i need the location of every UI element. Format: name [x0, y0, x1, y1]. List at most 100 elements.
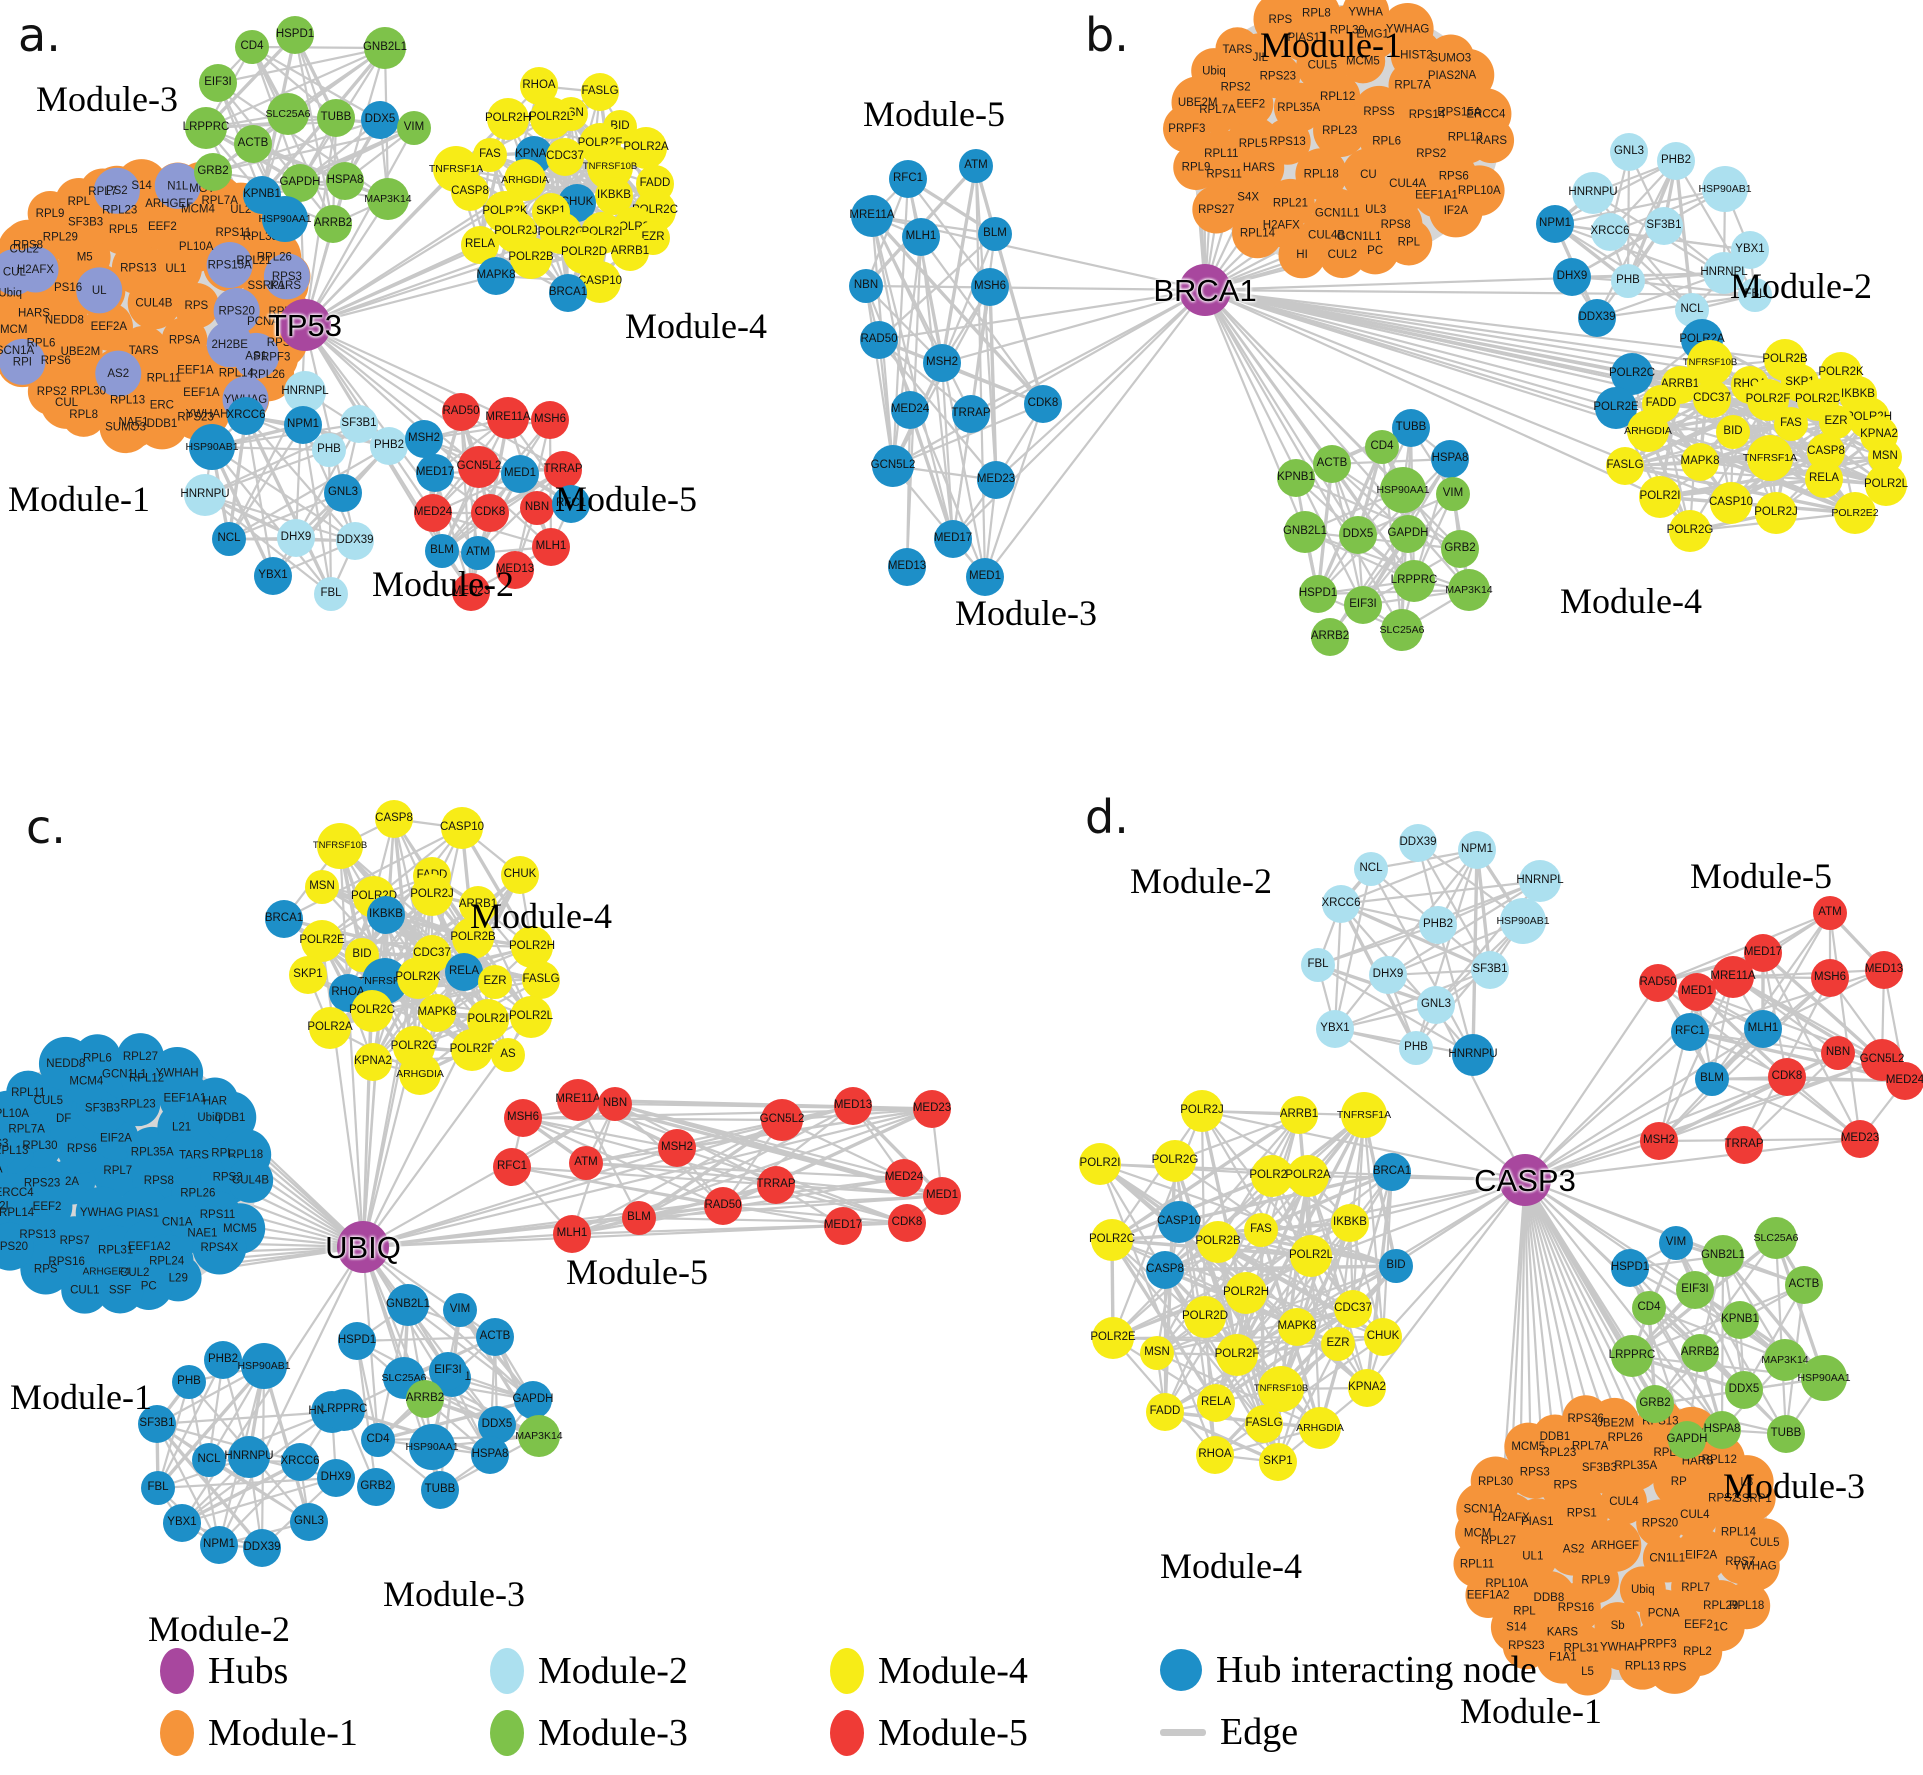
- network-node[interactable]: BLM: [622, 1201, 656, 1235]
- network-node[interactable]: RAD50: [1639, 964, 1677, 1002]
- network-node[interactable]: FASLG: [522, 961, 560, 999]
- network-node[interactable]: GAPDH: [513, 1381, 553, 1419]
- network-node[interactable]: MLH1: [902, 218, 940, 256]
- network-node[interactable]: EZR: [478, 965, 512, 999]
- network-node[interactable]: SLC25A6: [1380, 609, 1424, 651]
- network-node[interactable]: MED24: [885, 1159, 923, 1197]
- network-node[interactable]: RFC1: [493, 1148, 531, 1186]
- network-node[interactable]: GRB2: [194, 153, 232, 191]
- network-node[interactable]: KPNA2: [354, 1043, 392, 1081]
- network-node[interactable]: ATM: [959, 149, 993, 183]
- network-node[interactable]: HNRNPL: [1516, 860, 1564, 902]
- network-node[interactable]: HNRNPU: [180, 474, 230, 516]
- network-node[interactable]: VIM: [1659, 1226, 1693, 1260]
- network-node[interactable]: HSPA8: [1703, 1411, 1741, 1449]
- network-node[interactable]: ARHGDIA: [396, 1053, 444, 1095]
- network-node[interactable]: DDX39: [336, 522, 374, 560]
- network-node[interactable]: HSPD1: [1299, 575, 1337, 613]
- network-node[interactable]: DHX9: [317, 1459, 355, 1497]
- network-node[interactable]: ARRB1: [1280, 1096, 1318, 1134]
- network-node[interactable]: POLR2I: [1079, 1143, 1121, 1185]
- network-node[interactable]: CASP10: [440, 807, 484, 849]
- network-node[interactable]: CDC37: [1334, 1290, 1372, 1328]
- network-node[interactable]: MSH2: [658, 1129, 696, 1167]
- network-node[interactable]: MED1: [923, 1177, 961, 1215]
- network-node[interactable]: VIM: [1436, 477, 1470, 511]
- network-node[interactable]: DDX5: [361, 101, 399, 139]
- network-node[interactable]: POLR2H: [1223, 1272, 1269, 1314]
- network-node[interactable]: NCL: [1354, 852, 1388, 886]
- network-node[interactable]: PHB: [312, 433, 346, 467]
- network-node[interactable]: LRPPRC: [1391, 560, 1437, 602]
- network-node[interactable]: GRB2: [357, 1468, 395, 1506]
- network-node[interactable]: NPM1: [1458, 831, 1496, 869]
- network-node[interactable]: RFC1: [889, 160, 927, 198]
- network-node[interactable]: ARRB2: [1311, 618, 1349, 656]
- network-node[interactable]: HSP90AA1: [258, 196, 312, 242]
- network-node[interactable]: ACTB: [1313, 445, 1351, 483]
- network-node[interactable]: ACTB: [1785, 1266, 1823, 1304]
- network-node[interactable]: HSPD1: [276, 16, 314, 54]
- network-node[interactable]: DHX9: [277, 519, 315, 557]
- network-node[interactable]: FBL: [1301, 948, 1335, 982]
- network-node[interactable]: MED23: [1841, 1120, 1879, 1158]
- network-node[interactable]: CD4: [1365, 430, 1399, 464]
- network-node[interactable]: BID: [1379, 1249, 1413, 1283]
- network-node[interactable]: LRPPRC: [1609, 1335, 1655, 1377]
- network-node[interactable]: POLR2J: [410, 874, 454, 916]
- network-node[interactable]: MED24: [891, 391, 929, 429]
- network-node[interactable]: IKBKB: [1331, 1204, 1369, 1242]
- network-node[interactable]: TUBB: [317, 99, 355, 137]
- network-node[interactable]: HSP90AB1: [237, 1343, 291, 1389]
- network-node[interactable]: MED24: [1886, 1062, 1923, 1100]
- network-node[interactable]: ARRB2: [1681, 1334, 1719, 1372]
- network-node[interactable]: CHUK: [1364, 1318, 1402, 1356]
- network-node[interactable]: HSPD1: [338, 1322, 376, 1360]
- network-node[interactable]: MAPK8: [1681, 443, 1720, 481]
- network-node[interactable]: YBX1: [163, 1504, 201, 1542]
- network-node[interactable]: MED17: [934, 520, 972, 558]
- network-node[interactable]: MLH1: [553, 1215, 591, 1253]
- network-node[interactable]: RAD50: [442, 393, 480, 431]
- network-node[interactable]: PHB2: [1657, 142, 1695, 180]
- network-node[interactable]: KPNB1: [1721, 1301, 1759, 1339]
- network-node[interactable]: CD4: [361, 1423, 395, 1457]
- network-node[interactable]: NBN: [520, 491, 554, 525]
- network-node[interactable]: MLH1: [532, 528, 570, 566]
- network-node[interactable]: EZR: [1321, 1327, 1355, 1361]
- network-node[interactable]: CASP10: [1157, 1201, 1201, 1243]
- network-node[interactable]: GNB2L1: [1701, 1235, 1745, 1277]
- hub-node-ubiq[interactable]: [337, 1221, 389, 1273]
- network-node[interactable]: MRE11A: [485, 397, 531, 439]
- network-node[interactable]: POLR2H: [485, 98, 531, 140]
- network-node[interactable]: RELA: [1805, 460, 1843, 498]
- network-node[interactable]: POLR2F: [1215, 1334, 1259, 1376]
- network-node[interactable]: PHB: [1399, 1031, 1433, 1065]
- network-node[interactable]: ARRB2: [314, 205, 352, 243]
- network-node[interactable]: SLC25A6: [1754, 1217, 1798, 1259]
- network-node[interactable]: MSH6: [531, 401, 569, 439]
- network-node[interactable]: MED1: [966, 558, 1004, 596]
- network-node[interactable]: HSP90AA1: [1376, 467, 1430, 513]
- network-node[interactable]: BID: [1716, 415, 1750, 449]
- network-node[interactable]: HSP90AB1: [1496, 898, 1550, 944]
- network-node[interactable]: DDX5: [1339, 516, 1377, 554]
- network-node[interactable]: AS: [491, 1038, 525, 1072]
- network-node[interactable]: GAPDH: [1667, 1421, 1707, 1459]
- network-node[interactable]: TUBB: [1767, 1415, 1805, 1453]
- network-node[interactable]: POLR2K: [395, 957, 441, 999]
- network-node[interactable]: MLH1: [1744, 1010, 1782, 1048]
- network-node[interactable]: GAPDH: [1388, 515, 1428, 553]
- network-node[interactable]: GCN5L2: [457, 446, 501, 488]
- network-node[interactable]: MAP3K14: [1761, 1339, 1809, 1381]
- network-node[interactable]: CD4: [235, 30, 269, 64]
- network-node[interactable]: POLR2C: [349, 990, 395, 1032]
- network-node[interactable]: FBL: [141, 1471, 175, 1505]
- network-node[interactable]: CDK8: [1024, 385, 1062, 423]
- network-node[interactable]: ACTB: [476, 1318, 514, 1356]
- network-node[interactable]: BLM: [1695, 1062, 1729, 1096]
- network-node[interactable]: HNRNPU: [1568, 172, 1618, 214]
- network-node[interactable]: EIF3I: [1344, 586, 1382, 624]
- network-node[interactable]: MED13: [1865, 951, 1903, 989]
- network-node[interactable]: HSP90AA1: [405, 1424, 459, 1470]
